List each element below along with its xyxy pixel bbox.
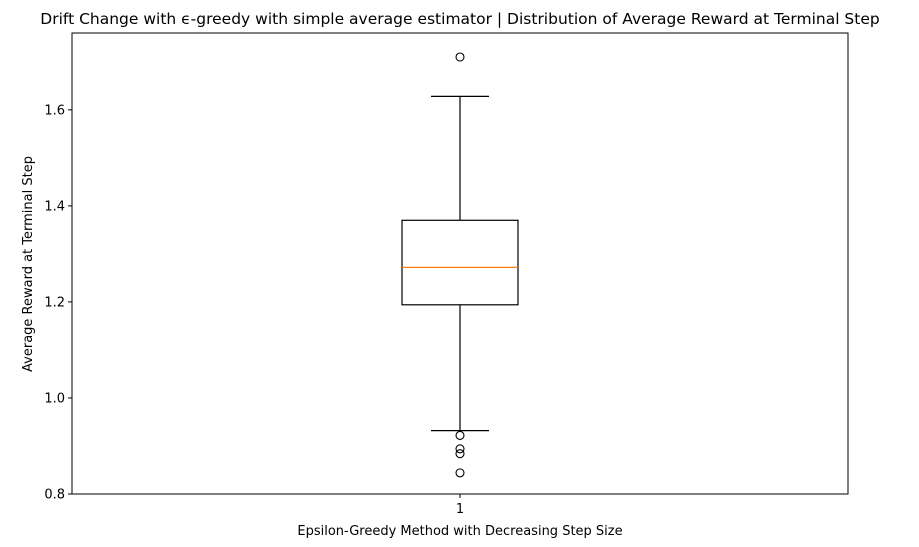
box-series [401, 52, 519, 478]
outlier-point [455, 468, 465, 478]
y-tick-label: 1.6 [44, 103, 65, 118]
outlier-point [455, 444, 465, 454]
y-tick-label: 1.4 [44, 199, 65, 214]
x-axis-label: Epsilon-Greedy Method with Decreasing St… [297, 524, 622, 539]
chart-title: Drift Change with ϵ-greedy with simple a… [40, 10, 879, 28]
y-tick-label: 1.2 [44, 295, 65, 310]
x-tick-label: 1 [456, 502, 464, 517]
iqr-box [401, 219, 519, 306]
y-tick-label: 1.0 [44, 391, 65, 406]
outlier-point [455, 430, 465, 440]
x-axis: 1 [456, 494, 464, 517]
y-axis-label: Average Reward at Terminal Step [21, 156, 36, 372]
y-tick-label: 0.8 [44, 488, 65, 503]
outlier-point [455, 52, 465, 62]
box-group [401, 52, 519, 478]
y-axis: 0.8 1.0 1.2 1.4 1.6 [44, 103, 72, 503]
outlier-point [455, 449, 465, 459]
